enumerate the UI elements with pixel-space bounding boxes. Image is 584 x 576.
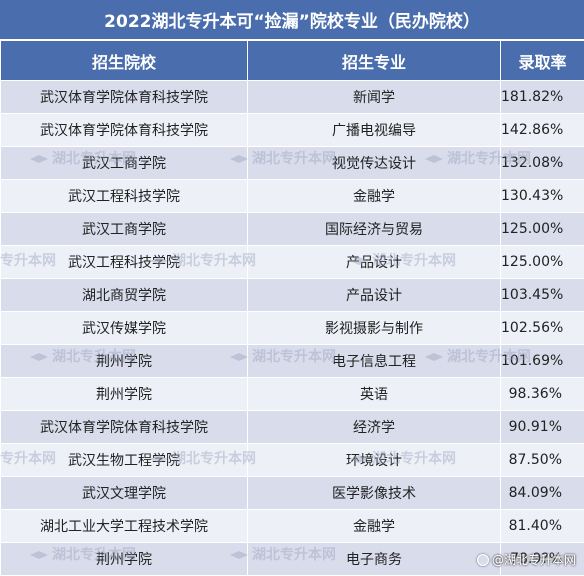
cell-major: 金融学 <box>247 509 501 543</box>
cell-rate: 102.56% <box>500 311 584 345</box>
cell-school: 武汉工程科技学院 <box>0 179 248 213</box>
table-row: 荆州学院 英语 98.36% <box>0 377 584 411</box>
cell-school: 荆州学院 <box>0 377 248 411</box>
cell-major: 英语 <box>247 377 501 411</box>
cell-major: 电子商务 <box>247 542 501 576</box>
cell-major: 医学影像技术 <box>247 476 501 510</box>
header-school: 招生院校 <box>0 40 248 81</box>
cell-rate: 132.08% <box>500 146 584 180</box>
cell-rate: 130.43% <box>500 179 584 213</box>
cell-major: 经济学 <box>247 410 501 444</box>
table-row: 武汉文理学院 医学影像技术 84.09% <box>0 476 584 510</box>
table-row: 荆州学院 电子商务 78.9?% <box>0 542 584 576</box>
cell-major: 金融学 <box>247 179 501 213</box>
cell-rate: 78.9?% <box>500 542 584 576</box>
cell-rate: 101.69% <box>500 344 584 378</box>
table-row: 武汉体育学院体育科技学院 新闻学 181.82% <box>0 80 584 114</box>
table-row: 武汉工程科技学院 产品设计 125.00% <box>0 245 584 279</box>
table-row: 湖北工业大学工程技术学院 金融学 81.40% <box>0 509 584 543</box>
cell-school: 武汉体育学院体育科技学院 <box>0 113 248 147</box>
table-row: 荆州学院 电子信息工程 101.69% <box>0 344 584 378</box>
cell-rate: 84.09% <box>500 476 584 510</box>
cell-school: 荆州学院 <box>0 344 248 378</box>
platform-logo-icon <box>476 553 489 566</box>
cell-rate: 98.36% <box>500 377 584 411</box>
header-major: 招生专业 <box>247 40 501 81</box>
cell-school: 武汉体育学院体育科技学院 <box>0 410 248 444</box>
header-rate: 录取率 <box>500 40 584 81</box>
table-title: 2022湖北专升本可“捡漏”院校专业（民办院校） <box>0 0 584 40</box>
cell-rate: 125.00% <box>500 212 584 246</box>
cell-major: 电子信息工程 <box>247 344 501 378</box>
cell-school: 武汉工商学院 <box>0 212 248 246</box>
table-row: 湖北商贸学院 产品设计 103.45% <box>0 278 584 312</box>
cell-school: 武汉体育学院体育科技学院 <box>0 80 248 114</box>
cell-major: 视觉传达设计 <box>247 146 501 180</box>
cell-school: 湖北工业大学工程技术学院 <box>0 509 248 543</box>
cell-school: 湖北商贸学院 <box>0 278 248 312</box>
table-row: 武汉工程科技学院 金融学 130.43% <box>0 179 584 213</box>
cell-rate: 125.00% <box>500 245 584 279</box>
cell-school: 武汉文理学院 <box>0 476 248 510</box>
table-row: 武汉体育学院体育科技学院 经济学 90.91% <box>0 410 584 444</box>
cell-school: 武汉传媒学院 <box>0 311 248 345</box>
table-row: 武汉工商学院 国际经济与贸易 125.00% <box>0 212 584 246</box>
cell-school: 武汉生物工程学院 <box>0 443 248 477</box>
cell-major: 产品设计 <box>247 278 501 312</box>
cell-major: 影视摄影与制作 <box>247 311 501 345</box>
cell-rate: 103.45% <box>500 278 584 312</box>
admission-rate-table: 招生院校 招生专业 录取率 武汉体育学院体育科技学院 新闻学 181.82% 武汉体… <box>0 40 584 576</box>
cell-rate: 142.86% <box>500 113 584 147</box>
table-body: 武汉体育学院体育科技学院 新闻学 181.82% 武汉体育学院体育科技学院 广播电视编… <box>0 80 584 576</box>
cell-school: 武汉工程科技学院 <box>0 245 248 279</box>
cell-rate: 90.91% <box>500 410 584 444</box>
cell-school: 武汉工商学院 <box>0 146 248 180</box>
table-row: 武汉体育学院体育科技学院 广播电视编导 142.86% <box>0 113 584 147</box>
table-row: 武汉工商学院 视觉传达设计 132.08% <box>0 146 584 180</box>
cell-major: 环境设计 <box>247 443 501 477</box>
source-credit: @湖北专升本网 <box>476 551 576 568</box>
table-row: 武汉传媒学院 影视摄影与制作 102.56% <box>0 311 584 345</box>
cell-major: 产品设计 <box>247 245 501 279</box>
cell-major: 国际经济与贸易 <box>247 212 501 246</box>
table-row: 武汉生物工程学院 环境设计 87.50% <box>0 443 584 477</box>
cell-rate: 181.82% <box>500 80 584 114</box>
cell-major: 广播电视编导 <box>247 113 501 147</box>
cell-rate: 81.40% <box>500 509 584 543</box>
cell-major: 新闻学 <box>247 80 501 114</box>
credit-text: @湖北专升本网 <box>491 553 576 567</box>
cell-rate: 87.50% <box>500 443 584 477</box>
cell-school: 荆州学院 <box>0 542 248 576</box>
table-header-row: 招生院校 招生专业 录取率 <box>0 40 584 81</box>
